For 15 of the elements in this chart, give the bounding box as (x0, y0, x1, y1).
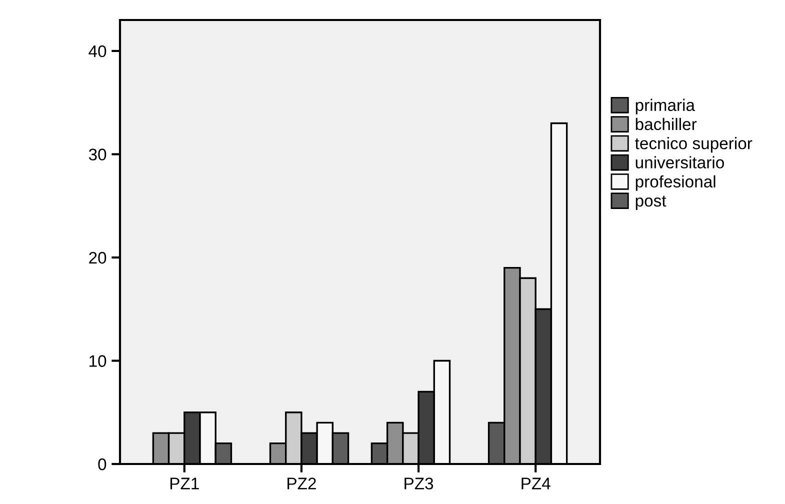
x-tick-label: PZ1 (170, 478, 199, 490)
legend-label: universitario (636, 156, 724, 168)
legend-label: profesional (636, 175, 716, 191)
y-tick-label: 40 (88, 45, 106, 58)
y-tick-label: 0 (98, 458, 106, 470)
x-tick-label: PZ2 (288, 478, 316, 490)
y-tick-label: 10 (90, 355, 106, 367)
legend-label: primaria (636, 98, 695, 114)
x-tick-label: PZ4 (522, 478, 550, 490)
y-tick-label: 30 (88, 148, 106, 160)
y-tick-label: 20 (89, 252, 106, 264)
x-tick-label: PZ3 (404, 478, 434, 490)
legend-label: tecnico superior (635, 137, 752, 153)
legend-label: bachiller (636, 118, 697, 130)
legend-label: post (636, 196, 666, 210)
